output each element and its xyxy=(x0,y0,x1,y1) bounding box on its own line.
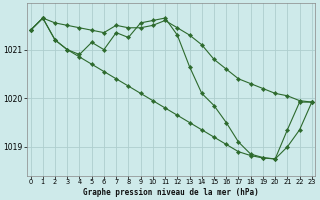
X-axis label: Graphe pression niveau de la mer (hPa): Graphe pression niveau de la mer (hPa) xyxy=(83,188,259,197)
